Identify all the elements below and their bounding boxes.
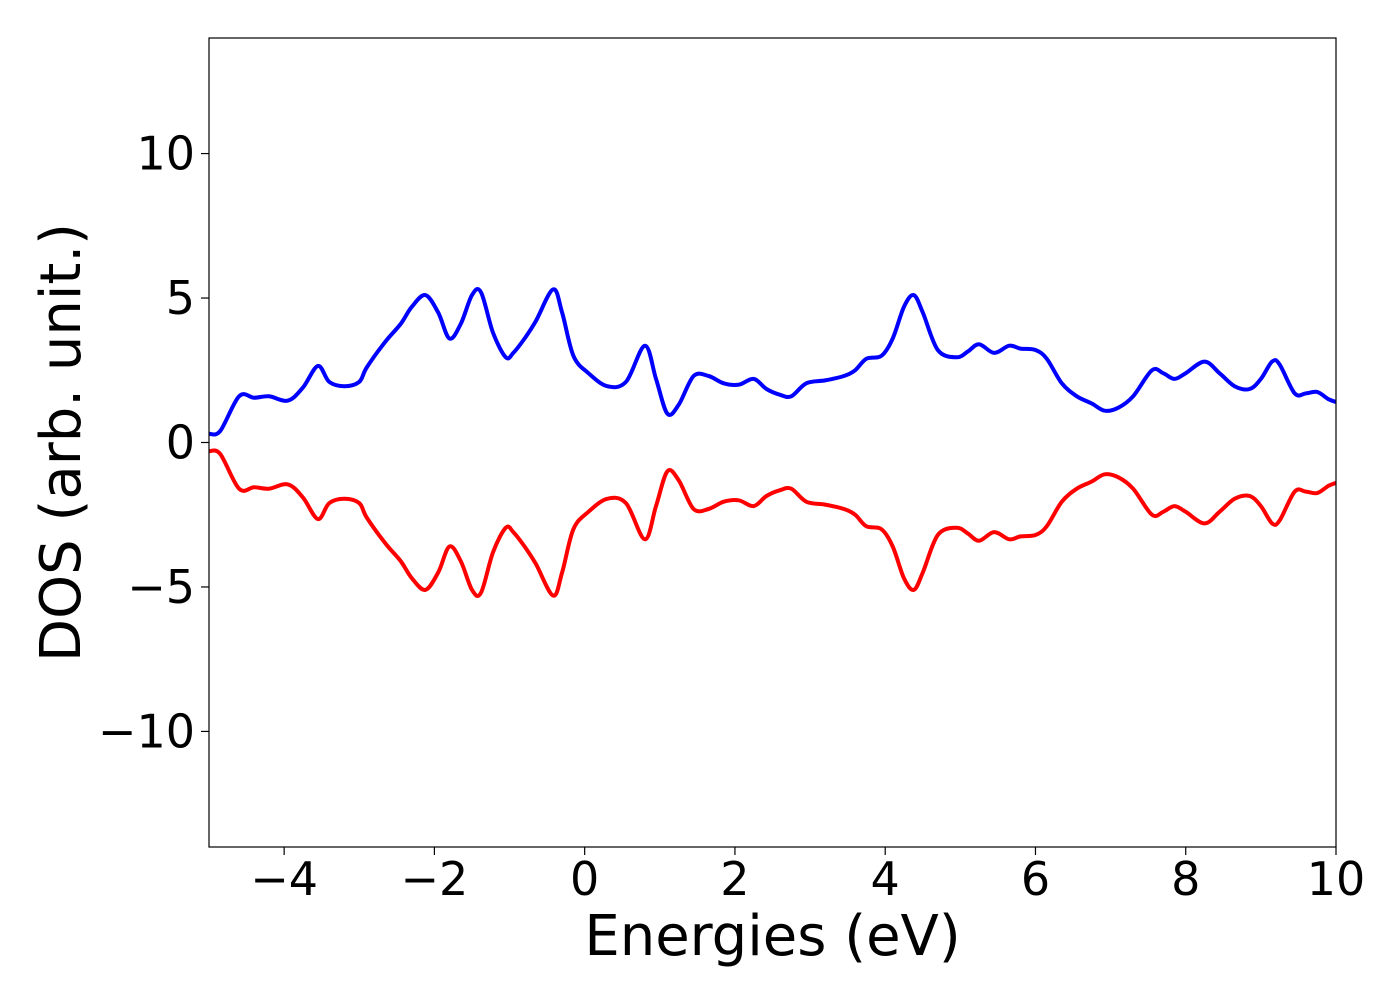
y-tick-label: 10: [136, 127, 195, 181]
y-tick-label: 0: [166, 416, 195, 470]
x-tick-label: 2: [720, 852, 749, 906]
plot-frame: [208, 37, 1337, 848]
series-line-spin-up: [209, 287, 1336, 437]
x-tick-label: 0: [570, 852, 599, 906]
ticks-layer: −4 −2 0 2 4 6 8 10 10 5 0 −5 −10: [98, 127, 1365, 906]
x-tick-label: −4: [250, 852, 318, 906]
series-layer: [209, 287, 1336, 598]
x-tick-label: 8: [1171, 852, 1200, 906]
y-tick-label: −5: [127, 560, 195, 614]
x-axis-label: Energies (eV): [584, 904, 960, 969]
y-tick-label: 5: [166, 271, 195, 325]
x-tick-label: −2: [400, 852, 468, 906]
y-axis-label: DOS (arb. unit.): [29, 223, 94, 662]
x-tick-label: 6: [1021, 852, 1050, 906]
y-tick-label: −10: [98, 704, 195, 758]
x-tick-label: 10: [1307, 852, 1366, 906]
x-tick-label: 4: [871, 852, 900, 906]
series-line-spin-down: [209, 448, 1336, 598]
